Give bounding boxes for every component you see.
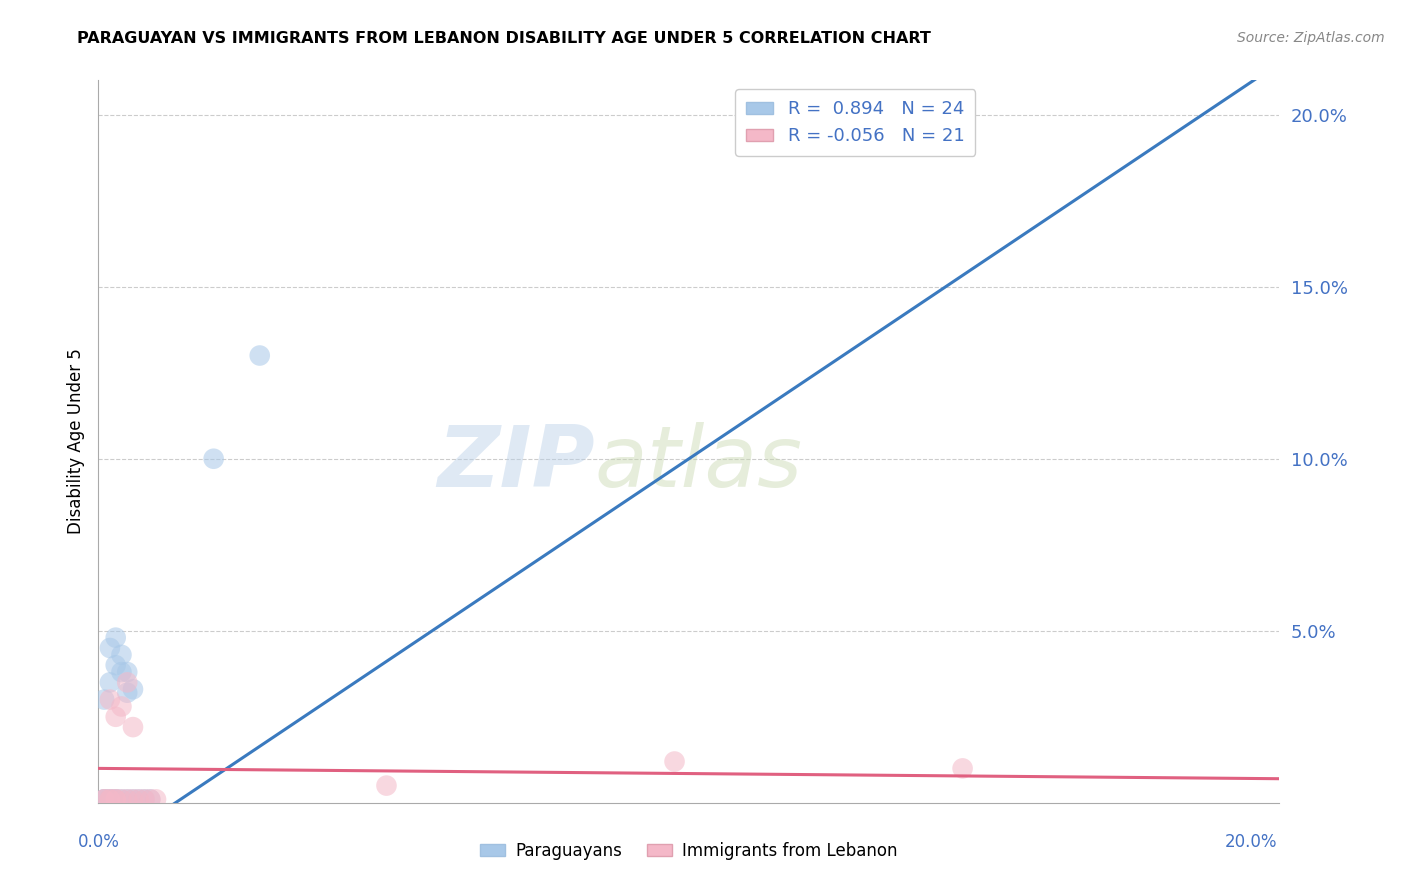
Point (115, 686, 138, 700)
Point (122, 682, 145, 697)
Point (98, 692, 121, 706)
Point (98, 792, 121, 806)
Point (110, 699, 132, 714)
Point (128, 792, 150, 806)
Point (93, 792, 115, 806)
Point (104, 631, 127, 645)
Point (93, 792, 115, 806)
Point (664, 755, 686, 769)
Point (93, 692, 115, 706)
Point (249, 349, 271, 363)
Text: ZIP: ZIP (437, 422, 595, 505)
Point (104, 792, 127, 806)
Point (98, 792, 121, 806)
Point (115, 792, 138, 806)
Point (104, 792, 127, 806)
Point (93, 792, 115, 806)
Point (139, 792, 162, 806)
Point (98, 675, 121, 690)
Point (202, 451, 225, 466)
Point (93, 792, 115, 806)
Text: Source: ZipAtlas.com: Source: ZipAtlas.com (1237, 31, 1385, 45)
Point (104, 658, 127, 673)
Point (110, 665, 132, 679)
Point (139, 792, 162, 806)
Point (128, 792, 150, 806)
Point (375, 779, 398, 793)
Point (122, 792, 145, 806)
Point (98, 792, 121, 806)
Text: atlas: atlas (595, 422, 803, 505)
Point (98, 640, 121, 655)
Point (134, 792, 156, 806)
Point (104, 792, 127, 806)
Text: 20.0%: 20.0% (1225, 833, 1277, 851)
Point (122, 720, 145, 734)
Text: PARAGUAYAN VS IMMIGRANTS FROM LEBANON DISABILITY AGE UNDER 5 CORRELATION CHART: PARAGUAYAN VS IMMIGRANTS FROM LEBANON DI… (77, 31, 931, 46)
Point (952, 761, 974, 775)
Point (104, 710, 127, 724)
Point (115, 675, 138, 690)
Point (122, 792, 145, 806)
Point (104, 792, 127, 806)
Point (115, 665, 138, 679)
Y-axis label: Disability Age Under 5: Disability Age Under 5 (66, 349, 84, 534)
Text: 0.0%: 0.0% (77, 833, 120, 851)
Point (134, 792, 156, 806)
Point (110, 792, 132, 806)
Legend: Paraguayans, Immigrants from Lebanon: Paraguayans, Immigrants from Lebanon (474, 836, 904, 867)
Point (98, 792, 121, 806)
Point (110, 648, 132, 662)
Point (110, 792, 132, 806)
Point (145, 792, 167, 806)
Point (115, 792, 138, 806)
